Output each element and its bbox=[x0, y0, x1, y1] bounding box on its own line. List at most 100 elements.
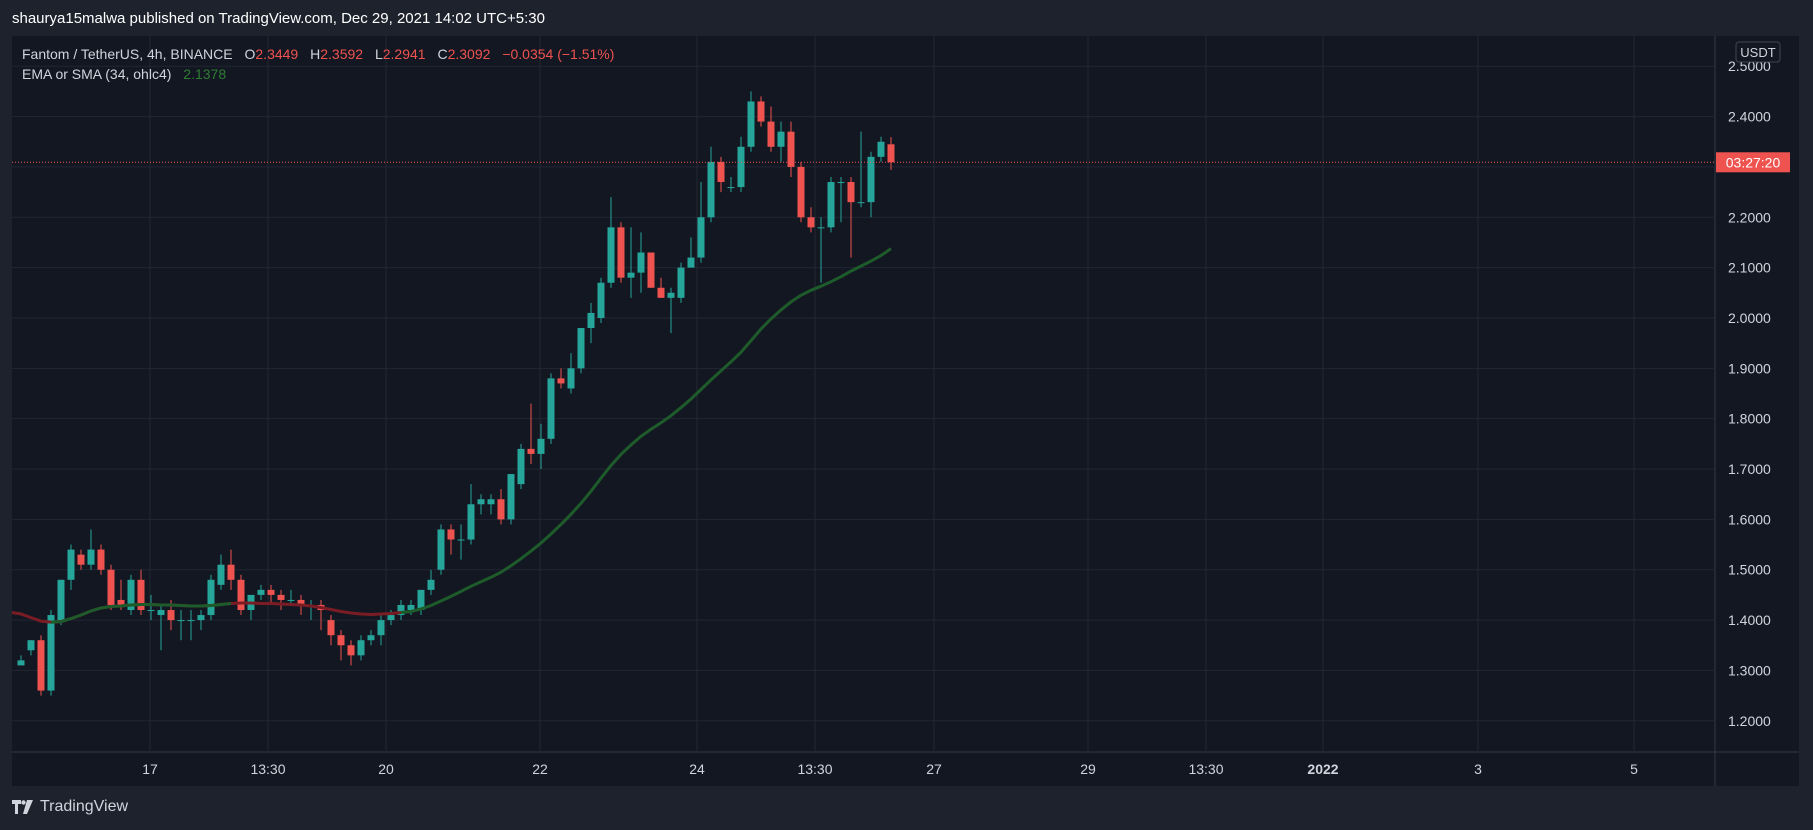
x-tick-label: 20 bbox=[378, 761, 394, 777]
candle-body bbox=[517, 448, 525, 485]
candle-body bbox=[757, 101, 765, 122]
candle-body bbox=[437, 529, 445, 570]
candle-body bbox=[787, 131, 795, 167]
candle-body bbox=[377, 620, 385, 636]
candle-body bbox=[847, 182, 855, 203]
chart-frame[interactable] bbox=[12, 36, 1799, 786]
y-tick-label: 1.9000 bbox=[1728, 360, 1771, 376]
candle-body bbox=[667, 292, 675, 298]
candle-body bbox=[697, 217, 705, 258]
candle-body bbox=[457, 539, 465, 541]
candle-body bbox=[627, 272, 635, 278]
candle-body bbox=[47, 615, 55, 691]
candle-body bbox=[777, 131, 785, 147]
tradingview-brand: TradingView bbox=[40, 798, 129, 815]
candle-body bbox=[827, 182, 835, 228]
y-tick-label: 2.1000 bbox=[1728, 260, 1771, 276]
candle-body bbox=[537, 438, 545, 454]
candle-body bbox=[147, 610, 155, 612]
candle-body bbox=[477, 499, 485, 505]
candle-body bbox=[327, 620, 335, 636]
candle-body bbox=[337, 635, 345, 646]
candle-body bbox=[647, 252, 655, 288]
candle-body bbox=[297, 599, 305, 605]
x-tick-label: 27 bbox=[926, 761, 942, 777]
candle-body bbox=[547, 378, 555, 439]
candle-body bbox=[397, 604, 405, 616]
candle-body bbox=[747, 101, 755, 147]
legend-close-value: 2.3092 bbox=[447, 46, 491, 62]
candle-body bbox=[637, 252, 645, 273]
candle-body bbox=[257, 589, 265, 595]
candle-body bbox=[467, 504, 475, 540]
tradingview-logo-icon bbox=[12, 800, 33, 814]
legend-open-value: 2.3449 bbox=[255, 46, 299, 62]
candle-body bbox=[687, 257, 695, 268]
candle-body bbox=[347, 645, 355, 656]
legend-high-value: 2.3592 bbox=[320, 46, 364, 62]
x-tick-label: 29 bbox=[1080, 761, 1096, 777]
candle-body bbox=[157, 610, 165, 616]
y-tick-label: 2.2000 bbox=[1728, 209, 1771, 225]
y-tick-label: 2.4000 bbox=[1728, 109, 1771, 125]
legend-indicator-row: EMA or SMA (34, ohlc4) 2.1378 bbox=[22, 64, 614, 84]
candle-body bbox=[27, 640, 35, 651]
candle-body bbox=[287, 599, 295, 601]
legend-indicator-value: 2.1378 bbox=[183, 66, 227, 82]
candle-body bbox=[527, 448, 535, 454]
x-tick-label: 13:30 bbox=[797, 761, 832, 777]
candle-body bbox=[807, 217, 815, 228]
candle-body bbox=[597, 282, 605, 318]
candle-body bbox=[857, 202, 865, 204]
candle-body bbox=[837, 182, 845, 184]
tradingview-logo[interactable]: TradingView bbox=[12, 798, 128, 816]
published-header: shaurya15malwa published on TradingView.… bbox=[0, 0, 1813, 36]
candle-body bbox=[367, 635, 375, 641]
candle-body bbox=[707, 161, 715, 218]
candle-body bbox=[497, 499, 505, 520]
countdown-label: 03:27:20 bbox=[1726, 154, 1781, 170]
candle-body bbox=[87, 549, 95, 565]
candle-body bbox=[107, 569, 115, 605]
candle-body bbox=[577, 328, 585, 369]
x-tick-label: 13:30 bbox=[250, 761, 285, 777]
y-tick-label: 1.3000 bbox=[1728, 662, 1771, 678]
y-tick-label: 1.8000 bbox=[1728, 411, 1771, 427]
legend-close-label: C bbox=[437, 46, 448, 62]
candle-body bbox=[767, 121, 775, 147]
candle-body bbox=[177, 620, 185, 622]
chart-legend: Fantom / TetherUS, 4h, BINANCE O2.3449 H… bbox=[22, 44, 614, 84]
candle-body bbox=[417, 589, 425, 611]
legend-indicator-name[interactable]: EMA or SMA (34, ohlc4) bbox=[22, 66, 172, 82]
x-tick-label: 3 bbox=[1474, 761, 1482, 777]
candle-body bbox=[797, 166, 805, 218]
candle-body bbox=[197, 615, 205, 621]
y-tick-label: 1.4000 bbox=[1728, 612, 1771, 628]
legend-open-label: O bbox=[244, 46, 256, 62]
y-tick-label: 1.2000 bbox=[1728, 713, 1771, 729]
candle-body bbox=[117, 599, 125, 605]
candle-body bbox=[267, 589, 275, 595]
candle-body bbox=[167, 610, 175, 621]
legend-symbol[interactable]: Fantom / TetherUS, 4h, BINANCE bbox=[22, 46, 233, 62]
candle-body bbox=[227, 564, 235, 580]
candle-body bbox=[187, 620, 195, 622]
candle-body bbox=[817, 227, 825, 229]
candle-body bbox=[447, 529, 455, 540]
candle-body bbox=[567, 368, 575, 389]
candle-body bbox=[407, 604, 415, 611]
legend-low-label: L bbox=[374, 46, 383, 62]
candle-body bbox=[67, 549, 75, 580]
legend-high-label: H bbox=[310, 46, 321, 62]
candle-body bbox=[727, 187, 735, 189]
candle-body bbox=[97, 549, 105, 570]
candle-body bbox=[77, 554, 85, 565]
y-tick-label: 2.5000 bbox=[1728, 58, 1771, 74]
candle-body bbox=[427, 579, 435, 590]
footer: TradingView bbox=[0, 786, 1813, 830]
candle-body bbox=[617, 227, 625, 278]
candle-body bbox=[137, 579, 145, 611]
candle-body bbox=[357, 640, 365, 656]
countdown-label-bg bbox=[1716, 152, 1790, 173]
